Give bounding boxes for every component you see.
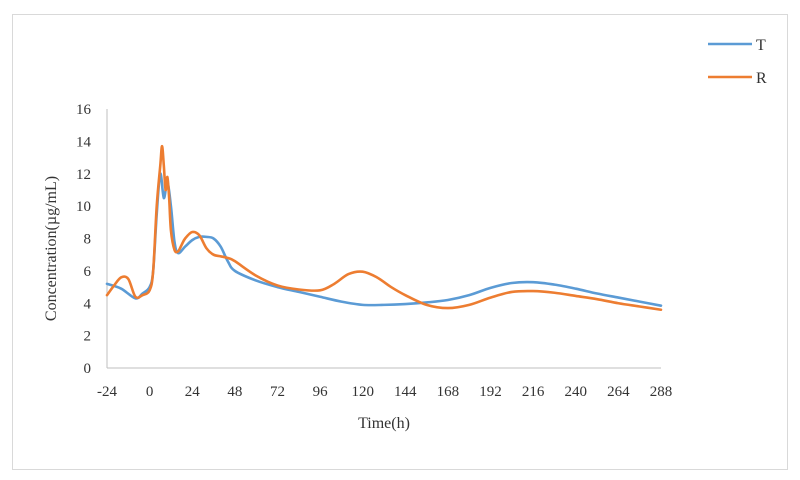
y-tick-labels: 0 2 4 6 8 10 12 14 16: [76, 102, 92, 377]
axes: [106, 109, 661, 369]
y-tick-label: 0: [84, 361, 92, 377]
x-tick-label: 192: [479, 384, 502, 400]
y-tick-label: 6: [84, 264, 92, 280]
y-tick-label: 10: [76, 199, 91, 215]
legend-label-T: T: [756, 37, 766, 54]
y-tick-label: 14: [76, 134, 92, 150]
y-tick-label: 2: [84, 329, 92, 345]
x-tick-label: 24: [185, 384, 201, 400]
x-axis-title: Time(h): [358, 415, 410, 432]
x-tick-label: 144: [394, 384, 417, 400]
legend-label-R: R: [756, 70, 767, 87]
x-tick-label: 72: [270, 384, 285, 400]
y-tick-label: 16: [76, 102, 92, 118]
x-tick-label: 168: [437, 384, 460, 400]
x-tick-label: 48: [227, 384, 242, 400]
legend: TR: [708, 37, 767, 87]
y-tick-label: 12: [76, 167, 91, 183]
x-tick-label: 216: [522, 384, 545, 400]
x-tick-label: 0: [146, 384, 154, 400]
x-tick-label: 96: [313, 384, 329, 400]
series-line-T: [105, 172, 663, 307]
series-line-R: [105, 144, 663, 312]
x-tick-label: 240: [565, 384, 588, 400]
x-tick-label: 288: [650, 384, 673, 400]
x-tick-labels: -24 0 24 48 72 96 120 144 168 192 216 240 264 288: [97, 384, 672, 400]
y-axis-title: Concentration(µg/mL): [43, 176, 60, 321]
y-tick-label: 8: [84, 232, 92, 248]
y-tick-label: 4: [84, 296, 92, 312]
x-tick-label: 264: [607, 384, 630, 400]
series-lines: [105, 144, 663, 312]
x-tick-label: -24: [97, 384, 117, 400]
chart-frame: [12, 14, 788, 470]
x-tick-label: 120: [351, 384, 374, 400]
